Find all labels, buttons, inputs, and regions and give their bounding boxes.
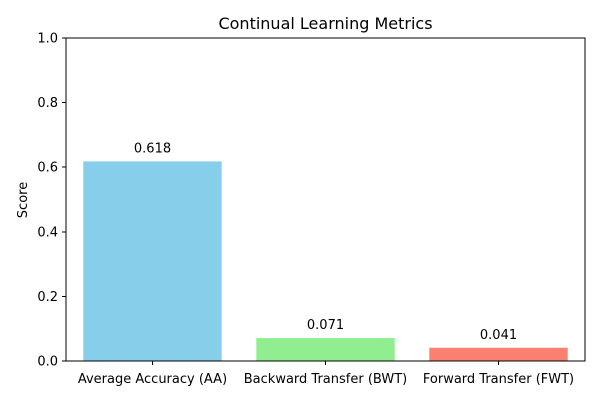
bar-value-label: 0.618	[134, 141, 171, 156]
bar-value-label: 0.041	[480, 328, 517, 343]
bars-group	[83, 161, 568, 361]
bar	[83, 161, 222, 361]
y-tick-label: 0.4	[37, 225, 58, 240]
data-labels-group: 0.618 0.071 0.041	[134, 141, 517, 342]
y-tick-label: 0.0	[37, 355, 58, 370]
x-tick-label: Average Accuracy (AA)	[78, 372, 227, 387]
y-tick-label: 0.8	[37, 96, 58, 111]
y-tick-label: 1.0	[37, 32, 58, 47]
y-axis-label: Score	[16, 182, 31, 218]
y-tick-label: 0.2	[37, 290, 58, 305]
y-tick-label: 0.6	[37, 161, 58, 176]
plot-frame	[65, 37, 586, 362]
x-axis-ticks: Average Accuracy (AA) Backward Transfer (…	[78, 361, 574, 387]
chart-title: Continual Learning Metrics	[218, 14, 432, 33]
bar	[256, 338, 395, 361]
y-axis-ticks: 0.0 0.2 0.4 0.6 0.8 1.0	[37, 32, 66, 370]
x-tick-label: Forward Transfer (FWT)	[423, 372, 574, 387]
x-tick-label: Backward Transfer (BWT)	[244, 372, 407, 387]
bar-value-label: 0.071	[307, 318, 344, 333]
bar	[429, 347, 568, 361]
